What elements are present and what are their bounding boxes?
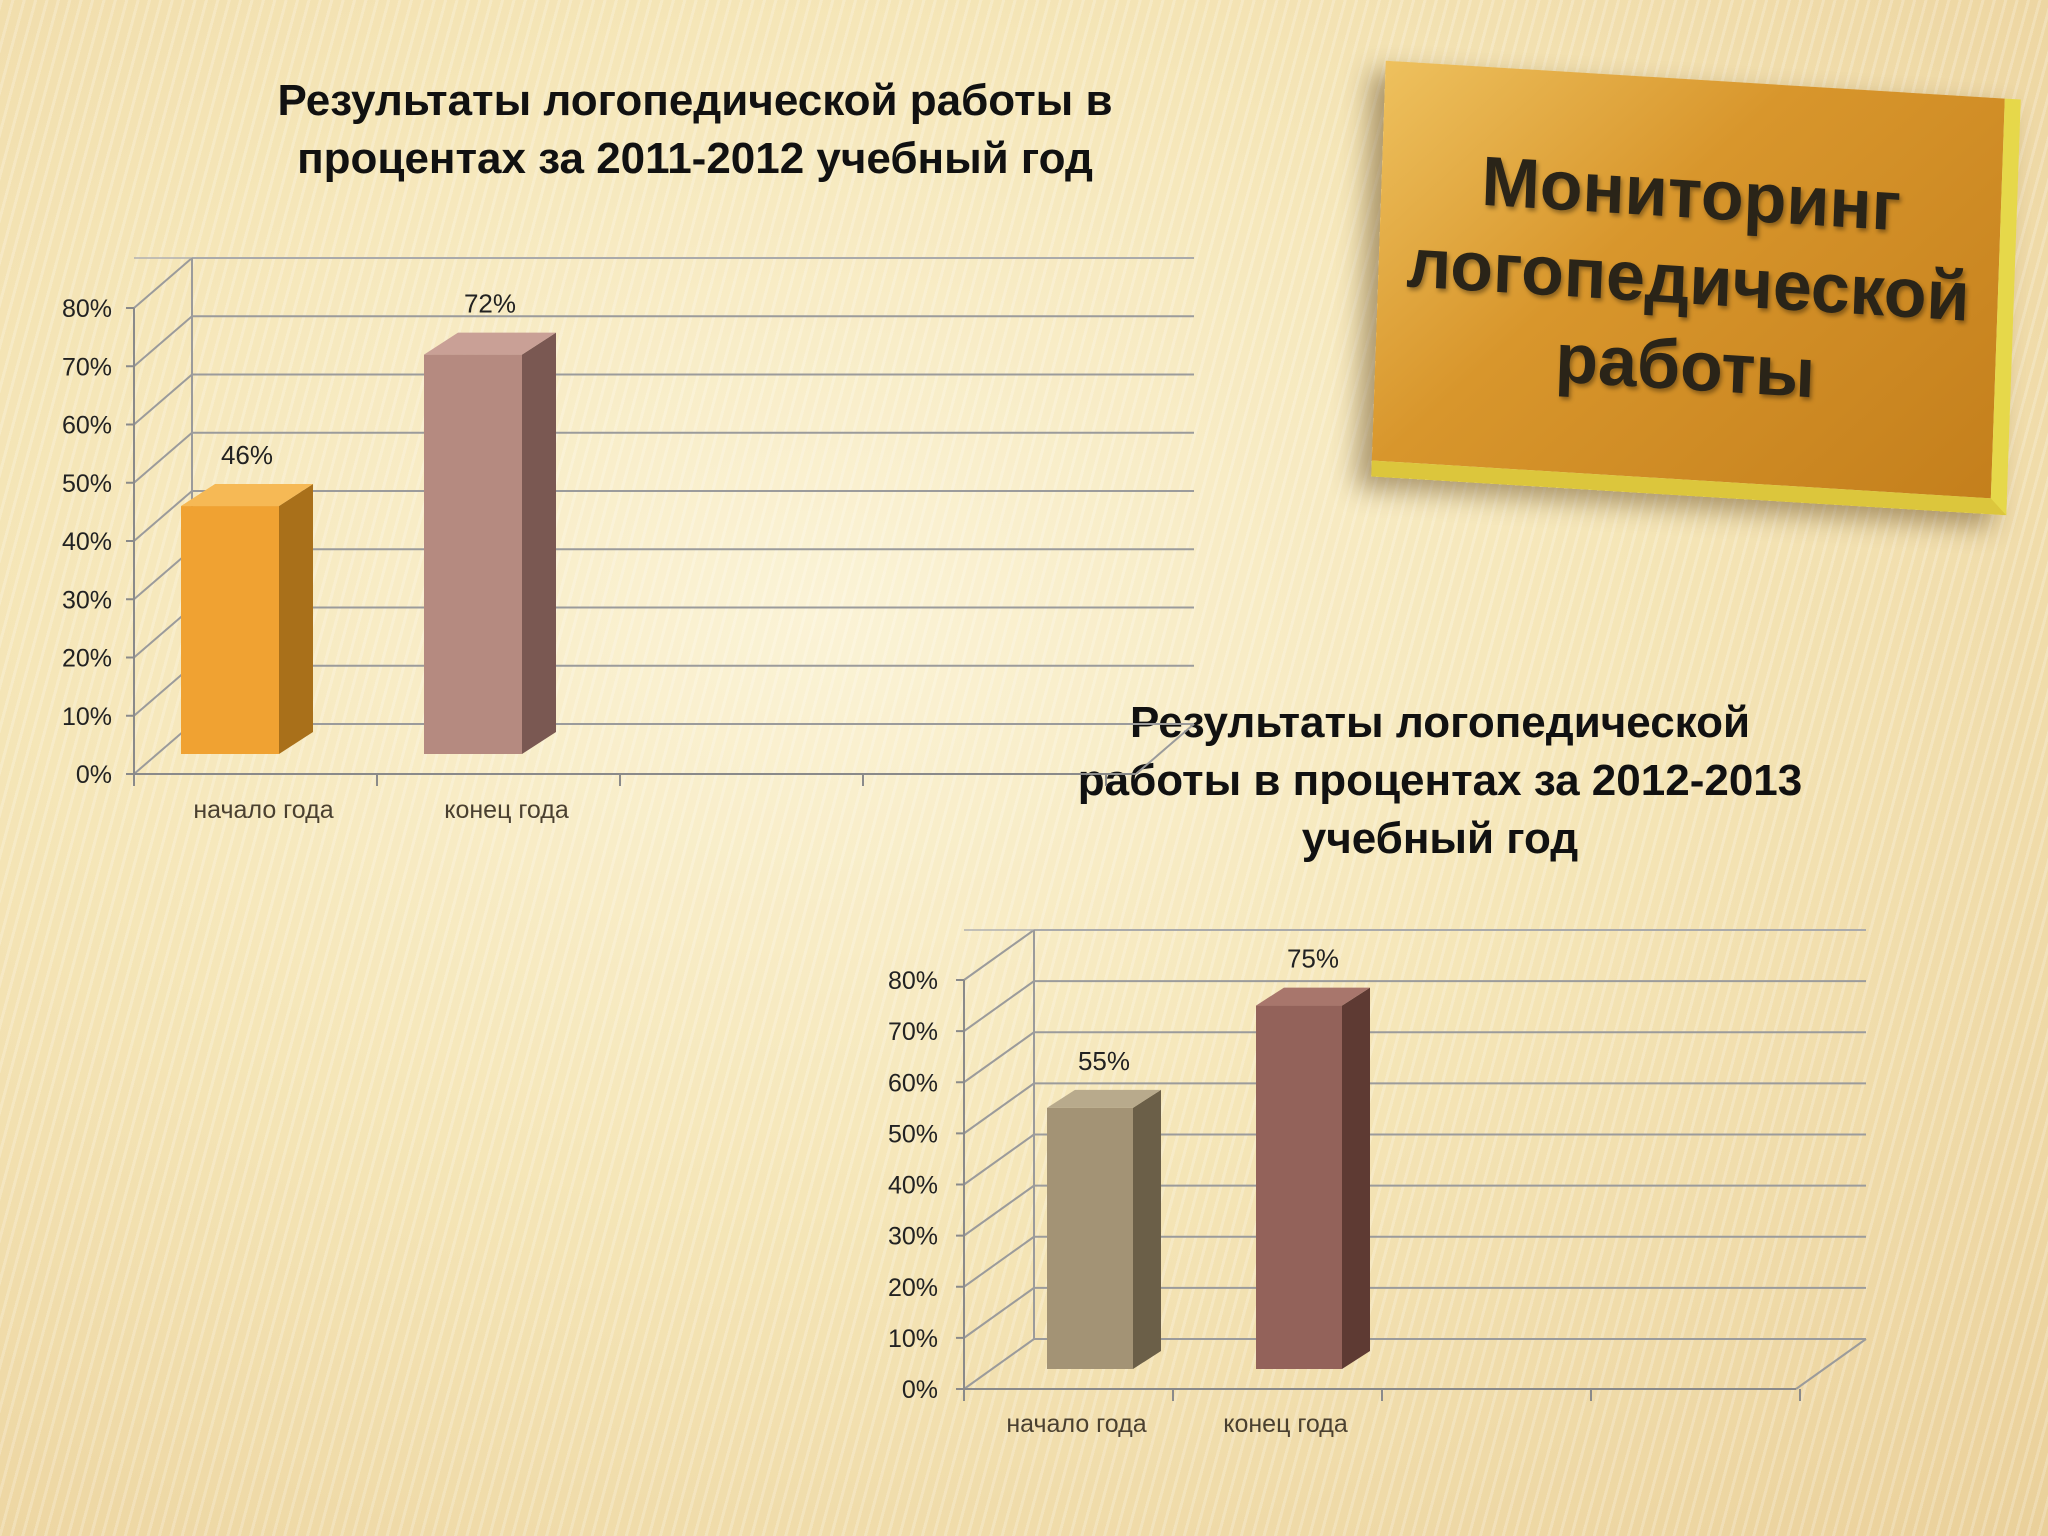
chart2-wall-diagonal: [963, 929, 1035, 981]
chart2-title-line-3: учебный год: [1301, 814, 1579, 863]
chart2-wall-diagonal: [963, 1184, 1035, 1237]
chart2-wall-diagonal: [963, 980, 1035, 1032]
chart1-y-tick-label: 20%: [62, 645, 112, 673]
chart2-data-label-1: 55%: [1078, 1046, 1130, 1076]
chart2-bar-1-side: [1133, 1089, 1161, 1369]
chart2-wall-diagonal: [963, 1133, 1035, 1186]
chart2-y-tick-label: 30%: [888, 1223, 938, 1251]
chart1-y-tick-label: 60%: [62, 412, 112, 440]
chart1-data-label-2: 72%: [464, 289, 516, 319]
chart2-category-label-1: начало года: [1006, 1410, 1146, 1438]
chart1-bar-1-side: [279, 484, 313, 754]
chart1-bar-1: [181, 506, 279, 754]
chart1-bar-1-top: [181, 484, 313, 507]
chart2-wall-diagonal: [963, 1235, 1035, 1288]
chart1-y-tick-label: 40%: [62, 528, 112, 556]
chart1-wall-diagonal: [133, 373, 193, 426]
chart1-y-tick-label: 70%: [62, 353, 112, 381]
chart1-bar-2: [424, 354, 522, 754]
chart2-floor-diagonal: [1795, 1338, 1867, 1390]
chart2-title-line-2: работы в процентах за 2012-2013: [1077, 756, 1803, 805]
chart1-title-line-1: Результаты логопедической работы в: [277, 76, 1113, 125]
chart2-category-label-2: конец года: [1223, 1410, 1348, 1438]
chart2-wall-diagonal: [963, 1287, 1035, 1339]
chart1-y-tick-label: 80%: [62, 295, 112, 323]
chart1-wall-diagonal: [133, 257, 193, 309]
chart2-bar-1: [1047, 1107, 1133, 1369]
chart2-y-tick-label: 20%: [888, 1274, 938, 1302]
chart2-bar-2-top: [1256, 987, 1370, 1006]
chart2-title-line-1: Результаты логопедической: [1129, 698, 1751, 747]
chart1-category-label-2: конец года: [444, 796, 569, 824]
chart1-bar-2-side: [522, 332, 556, 754]
chart2-y-tick-label: 70%: [888, 1018, 938, 1046]
chart1-y-tick-label: 50%: [62, 470, 112, 498]
chart1-bar-2-top: [424, 332, 556, 355]
chart2-title: Результаты логопедической работы в проце…: [980, 694, 1900, 868]
chart2-data-label-2: 75%: [1287, 944, 1339, 974]
chart2-y-tick-label: 60%: [888, 1069, 938, 1097]
chart2-bar-1-top: [1047, 1089, 1161, 1108]
chart1-category-label-1: начало года: [193, 796, 333, 824]
chart2-wall-diagonal: [963, 1082, 1035, 1135]
chart2-y-tick-label: 0%: [902, 1376, 938, 1404]
chart2-y-tick-label: 40%: [888, 1172, 938, 1200]
chart1-y-tick-label: 10%: [62, 703, 112, 731]
chart2-wall-diagonal: [963, 1338, 1035, 1390]
chart1-wall-diagonal: [133, 315, 193, 368]
chart1-y-tick-label: 0%: [76, 761, 112, 789]
chart2-bar-2-side: [1342, 987, 1370, 1369]
chart1-wall-diagonal: [133, 431, 193, 484]
chart1-title-line-2: процентах за 2011-2012 учебный год: [297, 134, 1093, 183]
chart1-y-tick-label: 30%: [62, 586, 112, 614]
chart1-title: Результаты логопедической работы в проце…: [150, 72, 1240, 188]
chart2-y-tick-label: 10%: [888, 1325, 938, 1353]
chart2-y-tick-label: 80%: [888, 967, 938, 995]
chart1-wall-diagonal: [133, 490, 193, 542]
chart2-bar-2: [1256, 1005, 1342, 1369]
chart2-wall-diagonal: [963, 1031, 1035, 1084]
chart1-floor-diagonal: [1135, 723, 1195, 775]
chart2-y-tick-label: 50%: [888, 1120, 938, 1148]
chart1-data-label-1: 46%: [221, 440, 273, 470]
